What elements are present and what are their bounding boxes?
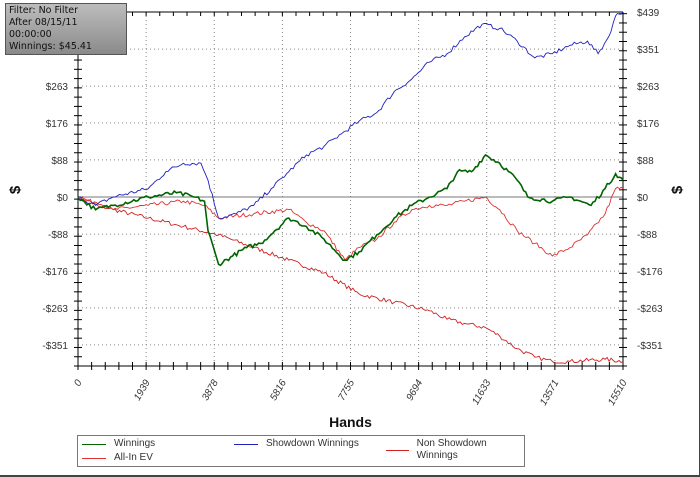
y-tick-label-left: -$176 <box>42 267 68 278</box>
x-tick-label: 13571 <box>538 378 561 408</box>
legend-swatch <box>82 443 106 445</box>
y-tick-label-left: $176 <box>46 119 69 130</box>
y-axis-title-right: $ <box>669 185 686 194</box>
y-tick-label-left: $263 <box>46 82 69 93</box>
chart-legend: Winnings Showdown Winnings Non Showdown … <box>77 435 525 467</box>
x-axis-title: Hands <box>329 414 372 430</box>
y-tick-label-left: $0 <box>57 193 69 204</box>
y-axis-title-left: $ <box>7 185 24 194</box>
y-tick-label-right: $176 <box>637 119 660 130</box>
legend-label: Non Showdown Winnings <box>416 438 487 461</box>
x-tick-label: 9694 <box>405 378 426 403</box>
y-tick-label-right: $88 <box>637 156 654 167</box>
x-tick-label: 15510 <box>606 378 630 408</box>
series-line-winnings <box>77 153 624 267</box>
winnings-total-text: Winnings: $45.41 <box>9 41 92 52</box>
legend-swatch <box>234 443 258 445</box>
x-tick-label: 0 <box>72 378 85 389</box>
x-tick-label: 3878 <box>200 378 221 403</box>
x-tick-label: 1939 <box>132 378 153 403</box>
y-tick-label-right: -$176 <box>637 267 663 278</box>
legend-item-non-showdown: Non Showdown Winnings <box>386 438 524 462</box>
legend-label: All-In EV <box>114 452 153 463</box>
filter-info-box: Filter: No Filter After 08/15/11 00:00:0… <box>5 3 127 55</box>
legend-label: Showdown Winnings <box>266 438 359 449</box>
x-tick-label: 7755 <box>336 378 357 403</box>
y-tick-label-right: $0 <box>637 193 649 204</box>
y-tick-label-left: -$88 <box>48 230 68 241</box>
y-tick-label-left: $88 <box>51 156 68 167</box>
series-line-showdown-winnings <box>77 11 624 220</box>
filter-text: Filter: No Filter <box>9 5 79 16</box>
legend-swatch <box>82 457 106 459</box>
legend-item-all-in-ev: All-In EV <box>82 452 153 464</box>
y-tick-label-right: $439 <box>637 8 660 19</box>
y-tick-label-right: -$351 <box>637 341 663 352</box>
y-tick-label-right: $351 <box>637 45 660 56</box>
x-tick-label: 11633 <box>470 378 493 407</box>
y-tick-label-right: $263 <box>637 82 660 93</box>
y-tick-label-left: -$263 <box>42 304 68 315</box>
legend-swatch <box>386 449 409 451</box>
date-filter-text: After 08/15/11 00:00:00 <box>9 17 78 40</box>
legend-item-winnings: Winnings <box>82 438 155 450</box>
y-tick-label-right: -$88 <box>637 230 657 241</box>
y-tick-label-right: -$263 <box>637 304 663 315</box>
legend-label: Winnings <box>114 438 156 449</box>
series-line-non-showdown-winnings <box>77 195 624 364</box>
x-tick-label: 5816 <box>268 378 289 403</box>
series-line-all-in-ev <box>77 186 624 262</box>
legend-item-showdown: Showdown Winnings <box>234 438 359 450</box>
y-tick-label-left: -$351 <box>42 341 68 352</box>
